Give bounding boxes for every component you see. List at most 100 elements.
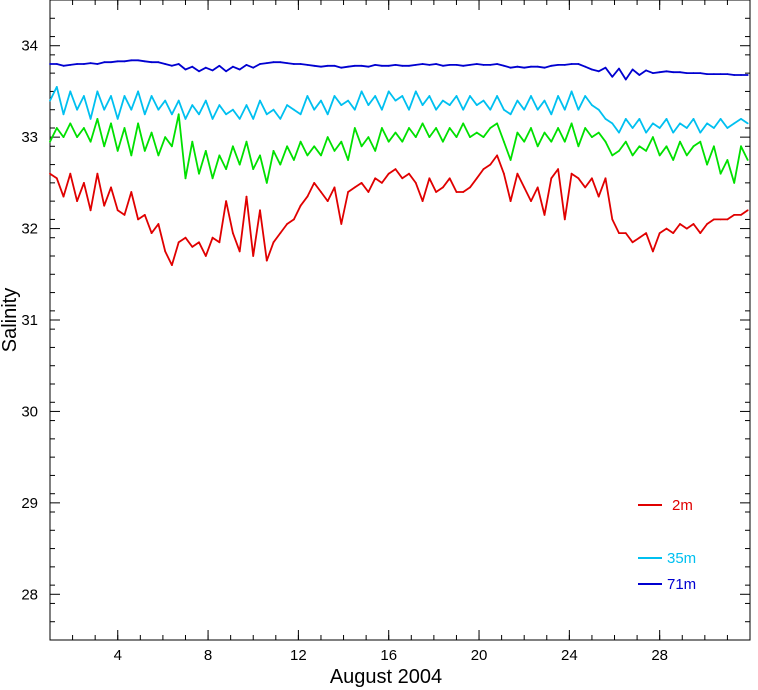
data-point-2m [685, 227, 688, 230]
data-point-series-2 [96, 118, 99, 120]
data-point-35m [685, 127, 688, 129]
data-point-71m [367, 65, 370, 68]
data-point-71m [624, 78, 627, 81]
data-point-2m [428, 177, 431, 180]
data-point-71m [62, 64, 65, 67]
data-point-71m [733, 74, 736, 76]
data-point-35m [143, 113, 146, 116]
data-point-71m [563, 64, 566, 66]
data-point-71m [631, 68, 634, 71]
data-point-35m [645, 131, 647, 134]
data-point-2m [245, 195, 248, 198]
data-point-series-2 [360, 145, 363, 148]
data-point-35m [631, 127, 634, 129]
data-point-35m [381, 108, 383, 111]
data-point-2m [326, 200, 329, 203]
data-point-series-2 [137, 122, 140, 125]
data-point-71m [726, 73, 729, 75]
data-point-2m [624, 232, 627, 235]
data-point-series-2 [232, 145, 234, 148]
data-point-35m [557, 95, 559, 97]
data-point-2m [597, 195, 600, 198]
data-point-35m [184, 118, 187, 120]
data-point-71m [347, 65, 349, 68]
data-point-2m [96, 172, 99, 175]
data-point-series-2 [631, 154, 634, 157]
data-point-71m [401, 64, 404, 67]
data-point-35m [353, 108, 356, 111]
data-point-series-2 [306, 154, 309, 157]
data-point-2m [62, 195, 65, 198]
data-point-series-2 [177, 113, 180, 116]
data-point-71m [238, 68, 241, 71]
series-71m [49, 59, 749, 81]
data-point-35m [204, 99, 207, 102]
data-point-71m [435, 63, 437, 65]
data-point-71m [340, 66, 343, 69]
data-point-series-2 [469, 136, 471, 139]
data-point-35m [618, 131, 620, 134]
data-point-2m [435, 191, 437, 193]
data-point-71m [286, 62, 288, 64]
data-point-2m [272, 241, 275, 244]
data-point-2m [645, 232, 647, 235]
data-point-71m [530, 65, 532, 68]
data-point-71m [699, 72, 702, 74]
data-point-35m [387, 90, 390, 93]
data-point-series-2 [658, 154, 661, 157]
data-point-35m [252, 118, 255, 120]
data-point-series-2 [645, 150, 647, 152]
data-point-71m [265, 62, 268, 64]
data-point-71m [638, 74, 641, 76]
data-point-series-2 [435, 127, 437, 129]
data-point-35m [421, 104, 424, 106]
data-point-35m [96, 90, 99, 93]
data-point-series-2 [184, 177, 187, 180]
series-series-2 [49, 113, 749, 184]
data-point-35m [232, 108, 234, 111]
data-point-35m [462, 108, 465, 111]
data-point-series-2 [320, 154, 322, 157]
data-point-35m [408, 108, 410, 111]
data-point-series-2 [408, 127, 410, 129]
data-point-series-2 [150, 131, 153, 134]
data-point-35m [211, 118, 214, 120]
data-point-series-2 [381, 127, 383, 129]
data-point-series-2 [265, 182, 268, 184]
x-tick-label: 12 [290, 647, 307, 664]
data-point-71m [326, 64, 329, 67]
data-point-35m [516, 99, 519, 102]
data-point-series-2 [367, 136, 370, 139]
data-point-2m [374, 177, 377, 180]
data-point-35m [320, 99, 322, 102]
data-point-71m [211, 69, 214, 72]
data-point-2m [489, 163, 492, 166]
data-point-71m [584, 65, 587, 68]
x-axis-label: August 2004 [330, 666, 442, 688]
data-point-35m [482, 99, 485, 102]
data-point-series-2 [387, 140, 390, 143]
data-point-series-2 [455, 136, 458, 139]
data-point-2m [123, 214, 126, 216]
data-point-series-2 [62, 136, 65, 139]
data-point-71m [509, 66, 512, 69]
data-point-series-2 [333, 150, 336, 152]
data-point-2m [550, 177, 553, 180]
data-point-2m [293, 218, 295, 221]
series-35m [49, 86, 749, 134]
data-point-71m [198, 70, 200, 73]
data-point-series-2 [157, 154, 160, 157]
data-point-series-2 [238, 163, 241, 166]
data-point-2m [652, 250, 654, 253]
data-point-2m [313, 182, 316, 184]
data-point-35m [475, 104, 478, 106]
data-point-2m [584, 186, 587, 189]
data-point-2m [611, 218, 614, 221]
data-point-2m [259, 209, 261, 212]
data-point-71m [49, 63, 51, 65]
data-point-71m [150, 61, 153, 64]
data-point-2m [381, 182, 383, 184]
data-point-71m [96, 63, 99, 65]
data-point-71m [421, 63, 424, 65]
data-point-71m [469, 64, 471, 66]
